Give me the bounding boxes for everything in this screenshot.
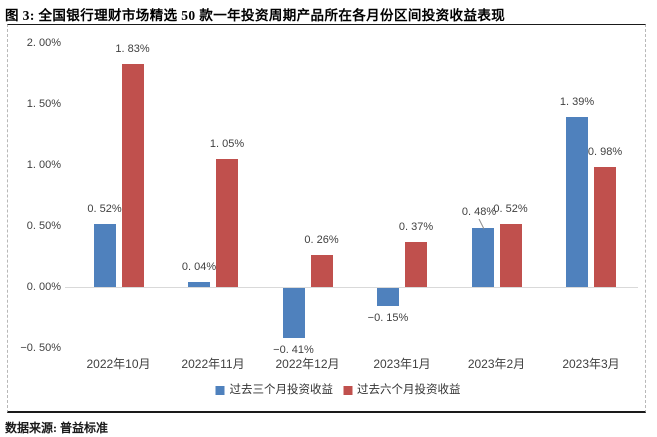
chart-frame [7,24,646,413]
data-source: 数据来源: 普益标准 [5,421,108,435]
figure-title: 图 3: 全国银行理财市场精选 50 款一年投资周期产品所在各月份区间投资收益表… [5,8,506,23]
